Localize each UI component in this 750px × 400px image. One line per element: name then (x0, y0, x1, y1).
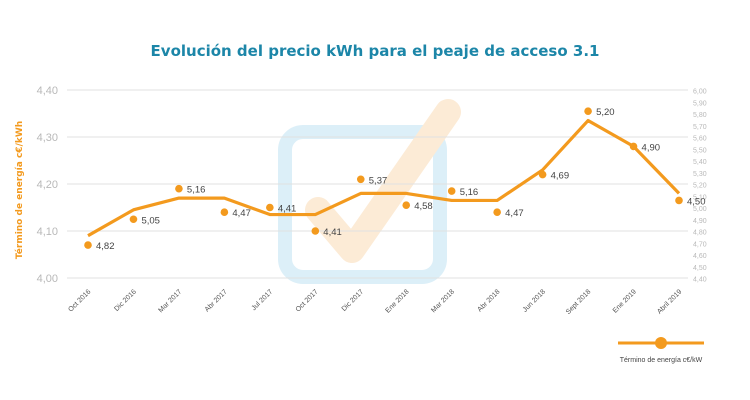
watermark-logo (278, 99, 461, 284)
data-point (675, 196, 683, 205)
data-point (311, 227, 320, 235)
x-tick-label: Jul 2017 (251, 288, 275, 312)
y-tick-label: 4,10 (37, 226, 58, 238)
data-point (447, 187, 456, 195)
x-tick-label: Ene 2019 (612, 288, 638, 314)
y2-tick-label: 5,70 (693, 124, 707, 131)
y2-tick-label: 5,20 (693, 183, 707, 190)
y-tick-label: 4,30 (37, 132, 58, 144)
data-label: 4,82 (96, 241, 115, 252)
data-point (538, 170, 547, 179)
series-line-layer (87, 118, 681, 238)
y2-tick-label: 5,00 (693, 206, 707, 213)
data-label: 5,37 (369, 175, 388, 186)
watermark-box-outer (278, 125, 447, 284)
y2-tick-label: 5,50 (693, 147, 707, 154)
data-point (584, 107, 592, 115)
data-point (629, 142, 638, 151)
data-point (356, 175, 365, 184)
y2-tick-label: 4,90 (693, 218, 707, 225)
x-tick-label: Oct 2016 (67, 288, 92, 313)
x-tick-label: Mar 2018 (430, 288, 456, 314)
data-label: 4,41 (278, 204, 297, 215)
data-point (266, 203, 274, 212)
x-tick-label: Ene 2018 (384, 288, 410, 314)
y2-tick-label: 5,40 (693, 159, 707, 166)
legend-label: Término de energía c€/kW (620, 357, 703, 364)
x-tick-label: Oct 2017 (295, 288, 320, 313)
watermark-check (305, 99, 461, 263)
y2-tick-label: 4,70 (693, 241, 707, 248)
data-point (175, 184, 183, 193)
y2-tick-label: 4,40 (693, 277, 707, 284)
x-tick-label: Dic 2016 (113, 288, 138, 313)
y2-tick-label: 5,80 (693, 112, 707, 119)
x-tick-label: Mar 2017 (157, 288, 183, 314)
data-labels: 4,82 5,05 5,16 4,47 4,41 4,41 5,37 4,58 5,16 4,47… (96, 107, 706, 252)
y2-tick-label: 4,80 (693, 230, 707, 237)
x-tick-label: Abril 2019 (656, 288, 683, 315)
y2-tick-label: 4,50 (693, 265, 707, 272)
legend-marker (655, 337, 667, 349)
x-tick-label: Abr 2018 (477, 288, 502, 313)
data-points (84, 107, 683, 249)
chart-title: Evolución del precio kWh para el peaje d… (151, 42, 600, 60)
y2-tick-label: 5,10 (693, 194, 707, 201)
data-label: 5,20 (596, 107, 615, 118)
y-tick-label: 4,00 (37, 273, 58, 285)
x-axis-ticks: Oct 2016 Dic 2016 Mar 2017 Abr 2017 Jul 2017… (67, 288, 683, 316)
legend: Término de energía c€/kW (618, 337, 704, 364)
grid-lines (67, 89, 688, 279)
y2-tick-label: 6,00 (693, 89, 707, 96)
x-tick-label: Abr 2017 (204, 288, 229, 313)
y2-tick-label: 5,60 (693, 136, 707, 143)
data-point (493, 208, 501, 216)
data-point (220, 208, 229, 216)
data-label: 5,16 (460, 187, 479, 198)
y2-tick-label: 5,30 (693, 171, 707, 178)
y2-tick-label: 5,90 (693, 100, 707, 107)
series-line (87, 118, 681, 238)
data-label: 5,16 (187, 185, 206, 196)
data-label: 4,69 (551, 171, 570, 182)
data-label: 4,41 (323, 227, 342, 238)
data-label: 5,05 (141, 215, 160, 226)
y-tick-label: 4,20 (37, 179, 58, 191)
data-label: 4,50 (687, 196, 706, 207)
x-tick-label: Sept 2018 (565, 288, 593, 316)
y-axis-label: Término de energía c€/kWh (14, 121, 25, 259)
data-label: 4,47 (505, 208, 523, 219)
data-point (129, 215, 138, 224)
y-axis-left-ticks: 4,00 4,10 4,20 4,30 4,40 (37, 85, 58, 285)
x-tick-label: Jun 2018 (522, 288, 547, 313)
data-label: 4,90 (642, 142, 661, 153)
y-tick-label: 4,40 (37, 85, 58, 97)
x-tick-label: Dic 2017 (341, 288, 366, 313)
y2-tick-label: 4,60 (693, 253, 707, 260)
data-label: 4,58 (414, 201, 433, 212)
data-label: 4,47 (232, 208, 251, 219)
data-point (84, 241, 92, 249)
y-axis-right-ticks: 4,40 4,50 4,60 4,70 4,80 4,90 5,00 5,10 5,20 5,30… (693, 89, 707, 284)
data-point (402, 201, 411, 209)
